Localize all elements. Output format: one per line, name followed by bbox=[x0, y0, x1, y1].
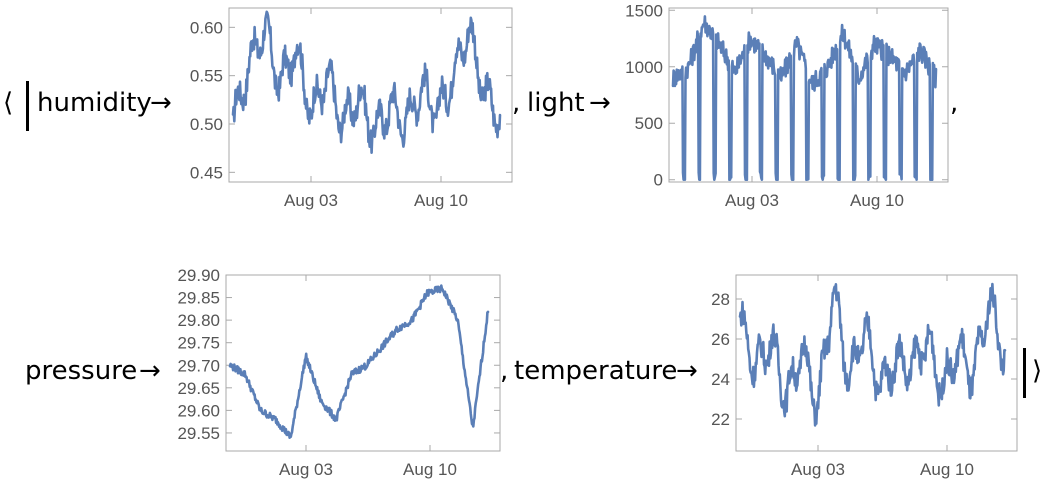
arrow-humidity: → bbox=[150, 88, 172, 118]
key-humidity: humidity bbox=[37, 88, 152, 118]
key-temperature: temperature bbox=[514, 356, 678, 386]
y-tick-label: 24 bbox=[711, 370, 730, 389]
y-tick-label: 1000 bbox=[625, 58, 663, 77]
y-tick-label: 0.60 bbox=[190, 18, 223, 37]
temperature-series-line bbox=[738, 282, 1007, 427]
y-tick-label: 29.75 bbox=[177, 334, 220, 353]
separator-3: , bbox=[500, 356, 509, 386]
arrow-light: → bbox=[589, 88, 611, 118]
light-series-line bbox=[671, 15, 938, 181]
y-tick-label: 29.55 bbox=[177, 424, 220, 443]
pressure-series-line bbox=[228, 284, 490, 440]
key-light: light bbox=[527, 88, 585, 118]
x-tick-label: Aug 10 bbox=[414, 191, 468, 210]
x-tick-label: Aug 03 bbox=[791, 460, 845, 479]
y-tick-label: 29.80 bbox=[177, 311, 220, 330]
x-tick-label: Aug 03 bbox=[279, 460, 333, 479]
key-pressure: pressure bbox=[25, 356, 138, 386]
open-angle-bracket: ⟨ bbox=[3, 88, 14, 118]
humidity-series-line bbox=[231, 10, 502, 154]
plot-frame bbox=[225, 274, 501, 452]
association-bar-left bbox=[26, 81, 29, 131]
separator-1: , bbox=[512, 88, 521, 118]
y-tick-label: 28 bbox=[711, 290, 730, 309]
x-tick-label: Aug 03 bbox=[284, 191, 338, 210]
y-tick-label: 0.45 bbox=[190, 163, 223, 182]
association-bar-right bbox=[1023, 348, 1026, 398]
close-angle-bracket: ⟩ bbox=[1032, 356, 1043, 386]
y-tick-label: 29.70 bbox=[177, 356, 220, 375]
arrow-temperature: → bbox=[676, 356, 698, 386]
x-tick-label: Aug 10 bbox=[920, 460, 974, 479]
y-tick-label: 500 bbox=[635, 114, 663, 133]
separator-2: , bbox=[950, 88, 959, 118]
y-tick-label: 0.50 bbox=[190, 115, 223, 134]
y-tick-label: 0 bbox=[654, 171, 663, 190]
x-tick-label: Aug 03 bbox=[725, 191, 779, 210]
y-tick-label: 22 bbox=[711, 410, 730, 429]
y-tick-label: 26 bbox=[711, 330, 730, 349]
x-tick-label: Aug 10 bbox=[403, 460, 457, 479]
plot-frame bbox=[735, 274, 1018, 452]
y-tick-label: 29.60 bbox=[177, 401, 220, 420]
y-tick-label: 1500 bbox=[625, 1, 663, 20]
y-tick-label: 29.65 bbox=[177, 379, 220, 398]
x-tick-label: Aug 10 bbox=[850, 191, 904, 210]
y-tick-label: 29.85 bbox=[177, 289, 220, 308]
y-tick-label: 29.90 bbox=[177, 266, 220, 285]
y-tick-label: 0.55 bbox=[190, 67, 223, 86]
arrow-pressure: → bbox=[139, 356, 161, 386]
